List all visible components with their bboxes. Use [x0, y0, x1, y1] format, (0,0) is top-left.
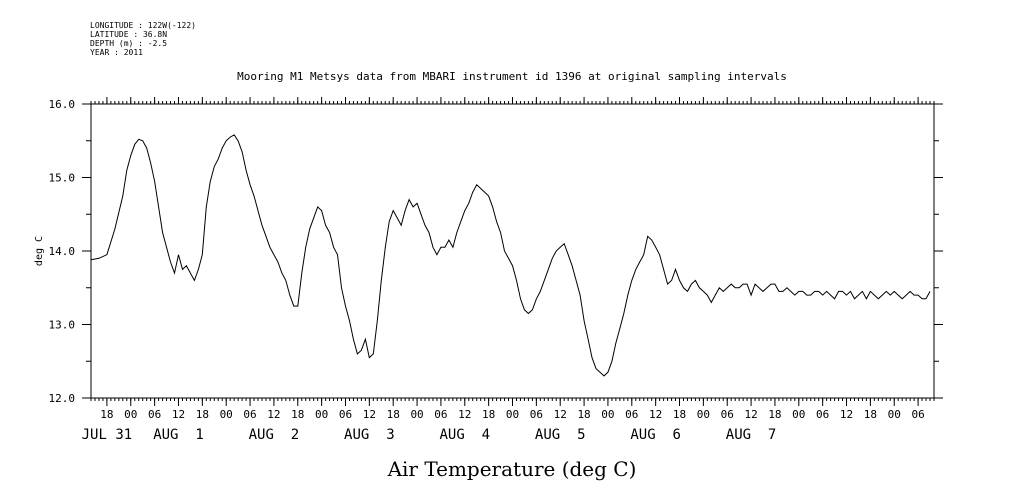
x-tick-label: 18	[577, 408, 590, 421]
y-tick-label: 13.0	[49, 319, 76, 332]
x-tick-label: 06	[148, 408, 161, 421]
x-day-label: AUG 2	[249, 427, 300, 443]
x-tick-label: 06	[243, 408, 256, 421]
x-tick-label: 00	[601, 408, 614, 421]
x-tick-label: 00	[124, 408, 137, 421]
x-tick-label: 12	[840, 408, 853, 421]
x-tick-label: 18	[768, 408, 781, 421]
axes-frame: 18 00 06 12 18 00 06 12 18 00 06 12 18 00 06 12 18 00 06 12…	[49, 97, 944, 443]
x-tick-label: 18	[673, 408, 686, 421]
x-tick-label: 12	[363, 408, 376, 421]
x-tick-label: 00	[888, 408, 901, 421]
x-tick-label: 12	[458, 408, 471, 421]
x-tick-label: 06	[434, 408, 447, 421]
x-day-label: AUG 6	[630, 427, 681, 443]
y-tick-label: 16.0	[49, 98, 76, 111]
x-tick-label: 06	[339, 408, 352, 421]
y-axis-label: deg C	[34, 236, 45, 266]
x-day-label: AUG 7	[726, 427, 777, 443]
x-tick-label: 12	[554, 408, 567, 421]
x-day-label: AUG 1	[153, 427, 204, 443]
air-temperature-chart: Mooring M1 Metsys data from MBARI instru…	[0, 0, 1009, 504]
x-tick-label: 18	[196, 408, 209, 421]
y-tick-label: 15.0	[49, 172, 76, 185]
x-tick-label: 12	[172, 408, 185, 421]
x-tick-label: 00	[506, 408, 519, 421]
x-tick-label: 18	[482, 408, 495, 421]
x-tick-label: 00	[220, 408, 233, 421]
x-tick-label: 06	[721, 408, 734, 421]
x-tick-label: 18	[100, 408, 113, 421]
x-tick-label: 06	[816, 408, 829, 421]
x-tick-label: 00	[315, 408, 328, 421]
series-layer	[91, 135, 930, 376]
x-tick-label: 00	[792, 408, 805, 421]
x-tick-label: 12	[267, 408, 280, 421]
y-tick-label: 12.0	[49, 392, 76, 405]
x-day-label: AUG 5	[535, 427, 586, 443]
series-line	[91, 135, 930, 376]
chart-title: Mooring M1 Metsys data from MBARI instru…	[237, 70, 787, 83]
x-tick-label: 12	[744, 408, 757, 421]
x-day-label: AUG 3	[344, 427, 395, 443]
x-tick-label: 00	[410, 408, 423, 421]
plot-frame	[91, 104, 934, 398]
y-tick-label: 14.0	[49, 245, 76, 258]
x-axis-label: Air Temperature (deg C)	[387, 457, 637, 481]
x-day-label: JUL 31	[82, 427, 133, 443]
x-tick-label: 18	[291, 408, 304, 421]
x-tick-label: 06	[911, 408, 924, 421]
x-tick-label: 12	[649, 408, 662, 421]
x-day-label: AUG 4	[439, 427, 490, 443]
x-tick-label: 00	[697, 408, 710, 421]
x-tick-label: 06	[625, 408, 638, 421]
x-tick-label: 18	[387, 408, 400, 421]
x-tick-label: 18	[864, 408, 877, 421]
x-tick-label: 06	[530, 408, 543, 421]
